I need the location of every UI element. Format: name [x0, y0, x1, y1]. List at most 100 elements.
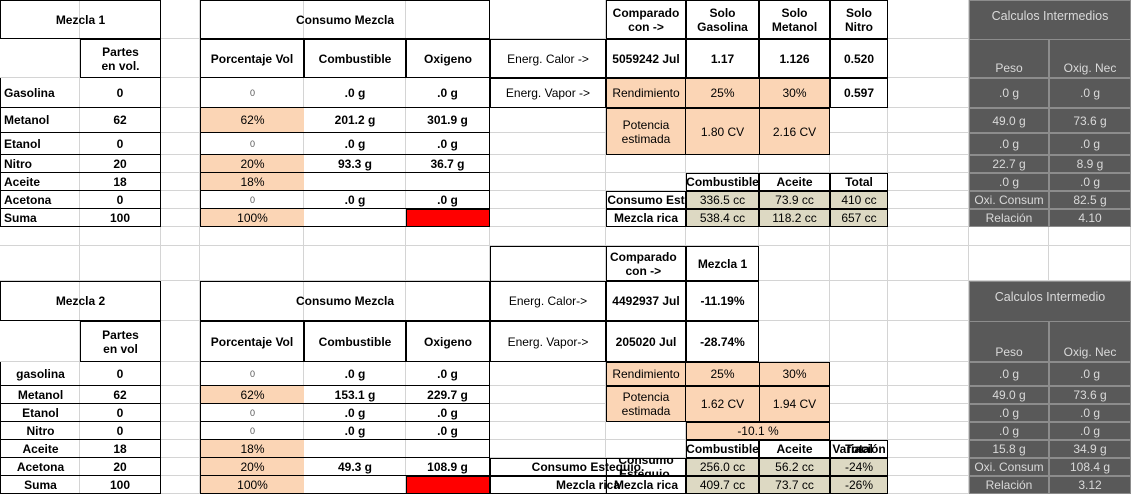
grid-cell[interactable] — [830, 155, 888, 173]
grid-cell[interactable] — [161, 78, 200, 108]
grid-cell[interactable] — [888, 281, 969, 321]
grid-cell[interactable] — [490, 173, 606, 191]
grid-cell[interactable] — [759, 321, 830, 362]
partes-value[interactable]: 0 — [80, 78, 161, 108]
grid-cell[interactable] — [888, 133, 969, 155]
grid-cell[interactable] — [830, 281, 888, 321]
grid-cell[interactable] — [200, 227, 304, 246]
partes-value[interactable]: 18 — [80, 440, 161, 458]
grid-cell[interactable] — [759, 155, 830, 173]
grid-cell[interactable] — [200, 246, 304, 281]
grid-cell[interactable] — [969, 227, 1049, 246]
grid-cell[interactable] — [830, 422, 888, 440]
grid-cell[interactable] — [490, 362, 606, 386]
grid-cell[interactable] — [406, 246, 490, 281]
grid-cell[interactable] — [161, 108, 200, 133]
grid-cell[interactable] — [606, 440, 686, 458]
grid-cell[interactable] — [888, 458, 969, 476]
grid-cell[interactable] — [161, 191, 200, 209]
grid-cell[interactable] — [888, 476, 969, 494]
grid-cell[interactable] — [161, 362, 200, 386]
partes-value[interactable]: 18 — [80, 173, 161, 191]
grid-cell[interactable] — [80, 246, 161, 281]
grid-cell[interactable] — [161, 155, 200, 173]
grid-cell[interactable] — [686, 227, 759, 246]
grid-cell[interactable] — [490, 0, 606, 39]
grid-cell[interactable] — [606, 155, 686, 173]
grid-cell[interactable] — [161, 133, 200, 155]
partes-value[interactable]: 0 — [80, 362, 161, 386]
grid-cell[interactable] — [606, 227, 686, 246]
grid-cell[interactable] — [0, 227, 80, 246]
partes-value[interactable]: 100 — [80, 476, 161, 494]
partes-value[interactable]: 0 — [80, 404, 161, 422]
grid-cell[interactable] — [830, 321, 888, 362]
grid-cell[interactable] — [161, 39, 200, 78]
grid-cell[interactable] — [888, 321, 969, 362]
grid-cell[interactable] — [888, 173, 969, 191]
grid-cell[interactable] — [406, 227, 490, 246]
grid-cell[interactable] — [161, 209, 200, 227]
grid-cell[interactable] — [830, 404, 888, 422]
grid-cell[interactable] — [161, 321, 200, 362]
grid-cell[interactable] — [969, 246, 1049, 281]
grid-cell[interactable] — [490, 227, 606, 246]
grid-cell[interactable] — [161, 404, 200, 422]
grid-cell[interactable] — [830, 246, 888, 281]
grid-cell[interactable] — [830, 227, 888, 246]
grid-cell[interactable] — [80, 227, 161, 246]
partes-value[interactable]: 62 — [80, 386, 161, 404]
grid-cell[interactable] — [888, 422, 969, 440]
grid-cell[interactable] — [161, 173, 200, 191]
partes-value[interactable]: 0 — [80, 422, 161, 440]
grid-cell[interactable] — [1049, 227, 1131, 246]
grid-cell[interactable] — [304, 227, 406, 246]
grid-cell[interactable] — [686, 155, 759, 173]
grid-cell[interactable] — [490, 440, 606, 458]
grid-cell[interactable] — [606, 422, 686, 440]
partes-value[interactable]: 100 — [80, 209, 161, 227]
grid-cell[interactable] — [888, 404, 969, 422]
grid-cell[interactable] — [888, 0, 969, 39]
grid-cell[interactable] — [161, 476, 200, 494]
grid-cell[interactable] — [490, 404, 606, 422]
grid-cell[interactable] — [888, 39, 969, 78]
grid-cell[interactable] — [888, 386, 969, 404]
grid-cell[interactable] — [161, 0, 200, 39]
grid-cell[interactable] — [830, 108, 888, 133]
grid-cell[interactable] — [1049, 246, 1131, 281]
grid-cell[interactable] — [759, 246, 830, 281]
grid-cell[interactable] — [490, 246, 606, 281]
grid-cell[interactable] — [490, 133, 606, 155]
grid-cell[interactable] — [888, 191, 969, 209]
partes-value[interactable]: 0 — [80, 133, 161, 155]
grid-cell[interactable] — [759, 281, 830, 321]
grid-cell[interactable] — [888, 209, 969, 227]
grid-cell[interactable] — [161, 386, 200, 404]
grid-cell[interactable] — [830, 386, 888, 404]
grid-cell[interactable] — [888, 78, 969, 108]
grid-cell[interactable] — [490, 422, 606, 440]
grid-cell[interactable] — [490, 209, 606, 227]
grid-cell[interactable] — [0, 246, 80, 281]
grid-cell[interactable] — [161, 227, 200, 246]
grid-cell[interactable] — [830, 133, 888, 155]
grid-cell[interactable] — [0, 39, 80, 78]
grid-cell[interactable] — [888, 362, 969, 386]
grid-cell[interactable] — [888, 227, 969, 246]
grid-cell[interactable] — [161, 246, 200, 281]
partes-value[interactable]: 0 — [80, 191, 161, 209]
grid-cell[interactable] — [606, 173, 686, 191]
grid-cell[interactable] — [304, 246, 406, 281]
grid-cell[interactable] — [759, 227, 830, 246]
grid-cell[interactable] — [490, 108, 606, 133]
partes-value[interactable]: 20 — [80, 458, 161, 476]
grid-cell[interactable] — [161, 422, 200, 440]
partes-value[interactable]: 20 — [80, 155, 161, 173]
grid-cell[interactable] — [161, 440, 200, 458]
grid-cell[interactable] — [490, 155, 606, 173]
grid-cell[interactable] — [161, 281, 200, 321]
grid-cell[interactable] — [888, 440, 969, 458]
grid-cell[interactable] — [888, 108, 969, 133]
grid-cell[interactable] — [161, 458, 200, 476]
